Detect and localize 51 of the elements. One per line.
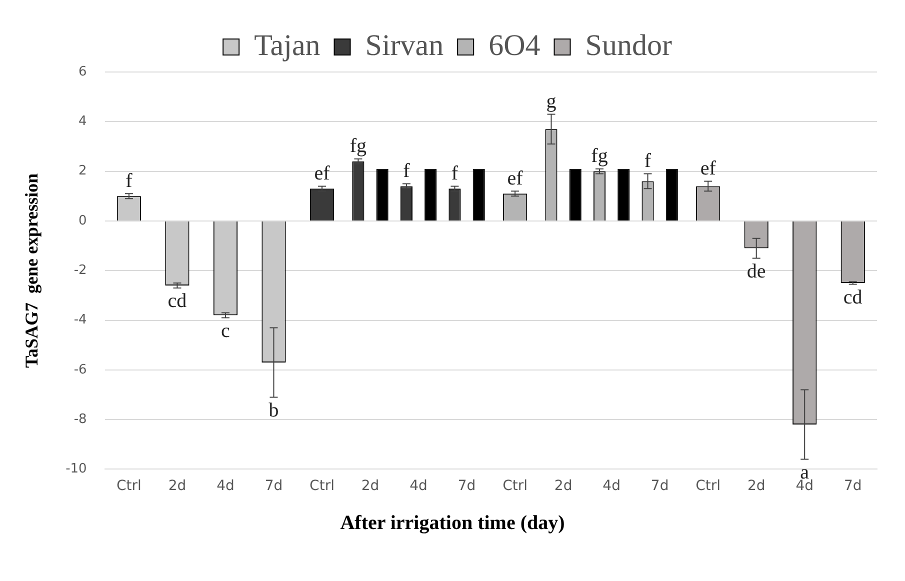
bar	[472, 168, 485, 220]
y-tick-label: 4	[78, 114, 87, 130]
data-label: ef	[507, 167, 524, 190]
y-tick-label: -8	[74, 412, 87, 427]
x-tick-label: 7d	[844, 478, 862, 494]
x-tick-label: 4d	[216, 478, 234, 494]
y-tick-label: -6	[74, 362, 87, 378]
bar	[618, 168, 630, 220]
bar	[376, 168, 388, 220]
x-tick-label: 2d	[747, 478, 766, 494]
data-label: b	[268, 399, 279, 422]
legend-label: 6O4	[488, 28, 540, 62]
y-tick-label: 6	[78, 64, 87, 80]
x-tick-label: 7d	[264, 478, 283, 494]
data-label: cd	[843, 286, 862, 309]
y-tick-label: -4	[74, 312, 87, 328]
legend-label: Sundor	[585, 28, 672, 62]
data-label: f	[126, 170, 133, 192]
x-tick-label: Ctrl	[310, 478, 334, 494]
x-axis-title: After irrigation time (day)	[339, 512, 566, 535]
x-tick-label: 4d	[602, 478, 620, 494]
data-label: fg	[350, 135, 367, 158]
bar	[424, 168, 437, 220]
legend-label: Sirvan	[365, 28, 444, 62]
bar	[569, 168, 582, 220]
x-tick-label: 7d	[650, 478, 669, 494]
x-tick-label: Ctrl	[696, 478, 721, 494]
y-tick-label: -10	[66, 462, 87, 477]
y-tick-label: 2	[78, 164, 87, 179]
data-label: f	[403, 160, 410, 182]
x-tick-label: Ctrl	[502, 478, 528, 494]
x-tick-label: 2d	[168, 478, 186, 494]
data-label: cd	[168, 290, 187, 312]
data-label: fg	[591, 145, 608, 168]
data-label: de	[746, 260, 766, 282]
data-label: g	[546, 90, 556, 112]
data-label: ef	[700, 157, 716, 180]
x-tick-label: 2d	[361, 478, 380, 494]
x-tick-label: 4d	[410, 478, 428, 494]
y-tick-label: 0	[78, 213, 87, 228]
x-tick-label: Ctrl	[116, 478, 142, 494]
bar	[666, 168, 678, 220]
x-tick-label: 7d	[458, 478, 476, 494]
y-tick-label: -2	[74, 262, 87, 278]
data-label: f	[451, 162, 458, 184]
x-tick-label: 2d	[554, 478, 572, 494]
legend-label: Tajan	[254, 28, 320, 62]
data-label: f	[644, 150, 652, 172]
data-label: ef	[314, 162, 330, 184]
data-label: c	[221, 320, 230, 342]
y-axis-title: TaSAG7 gene expression	[21, 173, 42, 368]
